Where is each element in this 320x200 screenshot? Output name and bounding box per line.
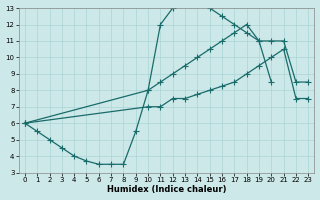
X-axis label: Humidex (Indice chaleur): Humidex (Indice chaleur) [107,185,226,194]
